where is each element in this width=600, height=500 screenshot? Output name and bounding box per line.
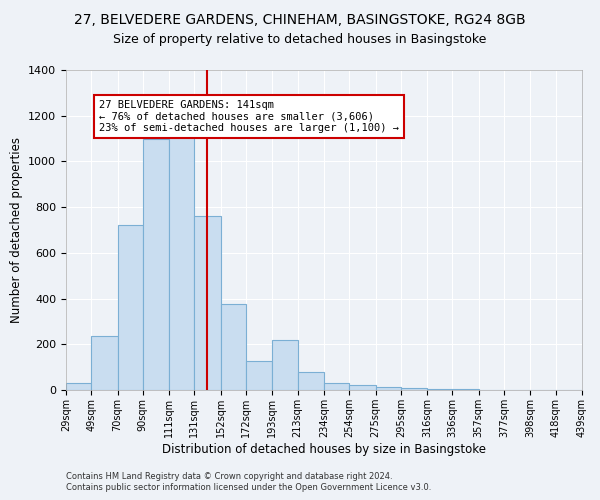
Bar (401, 388, 427, 390)
Bar (427, 389, 452, 390)
X-axis label: Distribution of detached houses by size in Basingstoke: Distribution of detached houses by size … (162, 442, 486, 456)
Bar (169, 134, 194, 390)
Bar (118, 226, 143, 390)
Bar (349, 386, 376, 390)
Bar (324, 383, 349, 390)
Bar (376, 386, 401, 390)
Bar (91, 336, 118, 390)
Bar (298, 372, 324, 390)
Text: Contains HM Land Registry data © Crown copyright and database right 2024.: Contains HM Land Registry data © Crown c… (66, 472, 392, 481)
Bar (272, 340, 298, 390)
Bar (143, 138, 169, 390)
Bar (66, 383, 91, 390)
Y-axis label: Number of detached properties: Number of detached properties (10, 137, 23, 323)
Text: Size of property relative to detached houses in Basingstoke: Size of property relative to detached ho… (113, 32, 487, 46)
Text: 27 BELVEDERE GARDENS: 141sqm
← 76% of detached houses are smaller (3,606)
23% of: 27 BELVEDERE GARDENS: 141sqm ← 76% of de… (99, 100, 399, 133)
Text: Contains public sector information licensed under the Open Government Licence v3: Contains public sector information licen… (66, 484, 431, 492)
Bar (246, 362, 272, 390)
Bar (221, 304, 246, 390)
Text: 27, BELVEDERE GARDENS, CHINEHAM, BASINGSTOKE, RG24 8GB: 27, BELVEDERE GARDENS, CHINEHAM, BASINGS… (74, 12, 526, 26)
Bar (194, 216, 221, 390)
